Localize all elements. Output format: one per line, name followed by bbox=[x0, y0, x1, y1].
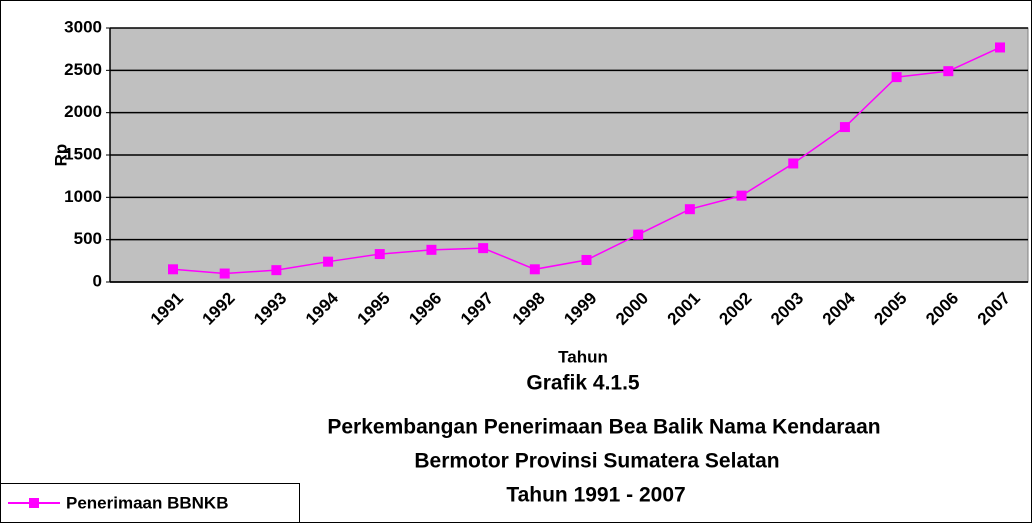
chart-title: Perkembangan Penerimaan Bea Balik Nama K… bbox=[327, 416, 880, 439]
data-point bbox=[426, 244, 437, 255]
legend-label: Penerimaan BBNKB bbox=[66, 493, 229, 512]
data-point bbox=[581, 254, 592, 265]
x-axis-label: Tahun bbox=[558, 347, 608, 366]
data-point bbox=[219, 268, 230, 279]
data-point bbox=[736, 190, 747, 201]
data-point bbox=[529, 264, 540, 275]
chart-title: Grafik 4.1.5 bbox=[526, 372, 640, 395]
chart-title: Bermotor Provinsi Sumatera Selatan bbox=[414, 450, 779, 473]
data-point bbox=[684, 204, 695, 215]
y-tick-label: 1000 bbox=[64, 187, 102, 206]
y-tick-label: 2500 bbox=[64, 60, 102, 79]
data-point bbox=[891, 72, 902, 83]
y-tick-label: 3000 bbox=[64, 17, 102, 36]
y-tick-label: 1500 bbox=[64, 144, 102, 163]
y-tick-label: 500 bbox=[74, 229, 102, 248]
data-point bbox=[271, 265, 282, 276]
data-point bbox=[943, 66, 954, 77]
y-axis-label: Rp bbox=[51, 144, 70, 167]
y-tick-label: 0 bbox=[93, 271, 102, 290]
data-point bbox=[788, 158, 799, 169]
data-point bbox=[995, 42, 1005, 53]
legend-marker bbox=[29, 498, 39, 508]
data-point bbox=[839, 122, 850, 133]
data-point bbox=[168, 264, 178, 275]
chart-title: Tahun 1991 - 2007 bbox=[506, 484, 685, 507]
data-point bbox=[633, 229, 644, 240]
data-point bbox=[323, 256, 334, 267]
y-tick-label: 2000 bbox=[64, 102, 102, 121]
legend-box bbox=[0, 483, 300, 523]
data-point bbox=[374, 249, 385, 260]
data-point bbox=[478, 243, 489, 254]
